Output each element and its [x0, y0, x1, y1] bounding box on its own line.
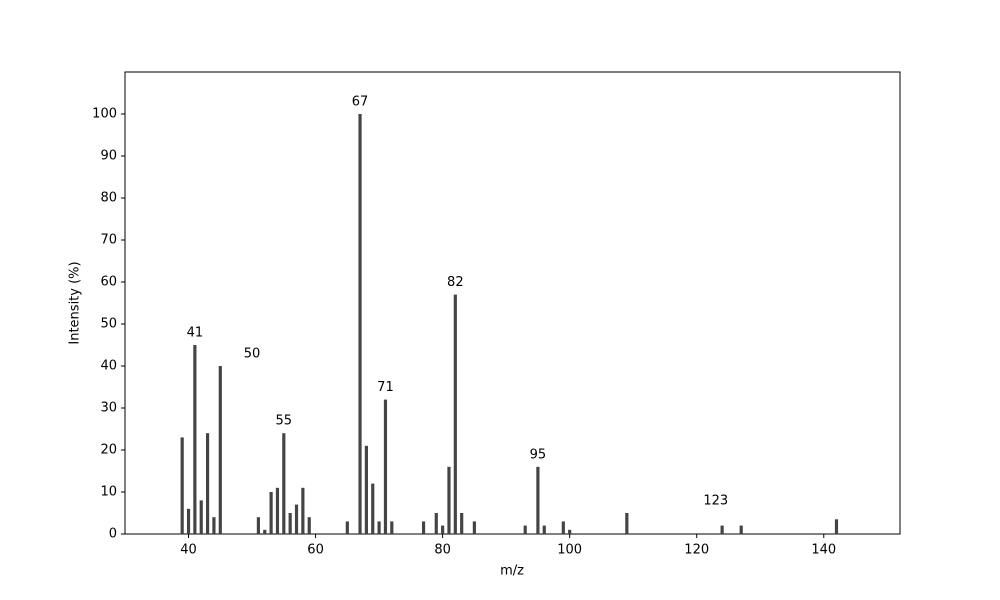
peak-bar	[199, 500, 203, 534]
peak-annotation: 67	[352, 95, 369, 110]
peak-bar	[568, 529, 572, 534]
y-tick-label: 0	[109, 527, 117, 542]
peak-bar	[377, 521, 381, 534]
peak-bar	[434, 513, 438, 534]
peak-bar	[625, 513, 629, 534]
plot-frame	[124, 71, 901, 535]
peak-bar	[739, 525, 743, 534]
peak-bar	[307, 517, 311, 534]
x-tick-label: 140	[811, 543, 836, 558]
y-tick-label: 90	[100, 149, 117, 164]
y-tick-label: 20	[100, 443, 117, 458]
peak-bar	[536, 466, 540, 534]
peak-bar	[288, 513, 292, 534]
peak-bar	[269, 492, 273, 534]
peak-bar	[453, 294, 457, 534]
peak-annotation: 50	[244, 347, 261, 362]
peak-bar	[294, 504, 299, 534]
peak-bar	[205, 433, 210, 534]
peak-bar	[193, 345, 197, 534]
peak-bar	[256, 517, 260, 534]
peak-annotation: 41	[187, 326, 204, 341]
peak-bar	[447, 466, 451, 534]
y-tick-label: 80	[100, 191, 117, 206]
x-axis-label: m/z	[500, 564, 524, 579]
y-tick-label: 100	[92, 107, 117, 122]
x-tick-label: 60	[307, 543, 324, 558]
peak-bar	[421, 521, 426, 534]
peak-bar	[345, 521, 349, 534]
peak-bar	[275, 487, 280, 534]
peak-bar	[383, 399, 388, 534]
y-axis-label: Intensity (%)	[68, 261, 83, 344]
peak-bar	[472, 521, 476, 534]
y-tick-label: 40	[100, 359, 117, 374]
peak-annotation: 55	[276, 414, 293, 429]
peak-annotation: 95	[530, 447, 547, 462]
peak-bar	[441, 525, 445, 534]
peak-bar	[561, 521, 565, 534]
peak-bar	[180, 437, 184, 534]
peak-bar	[364, 445, 368, 534]
peak-annotation: 71	[377, 380, 394, 395]
peak-bar	[358, 114, 362, 534]
peak-bar	[390, 521, 394, 534]
peak-bar	[212, 517, 216, 534]
peak-bar	[301, 487, 305, 534]
y-tick-label: 10	[100, 485, 117, 500]
x-tick-label: 100	[557, 543, 582, 558]
x-tick-label: 120	[684, 543, 709, 558]
y-tick-label: 30	[100, 401, 117, 416]
peak-bar	[263, 529, 267, 534]
peak-bar	[186, 508, 191, 534]
y-tick-label: 50	[100, 317, 117, 332]
peak-bar	[720, 525, 724, 534]
peak-bar	[834, 519, 839, 534]
peak-bar	[218, 366, 222, 534]
x-tick-label: 80	[434, 543, 451, 558]
peak-bar	[542, 525, 546, 534]
peak-annotation: 123	[703, 494, 728, 509]
peak-bar	[371, 483, 375, 534]
peak-bar	[282, 433, 286, 534]
peak-annotation: 82	[447, 275, 464, 290]
peak-bar	[523, 525, 527, 534]
y-tick-label: 70	[100, 233, 117, 248]
x-tick-label: 40	[180, 543, 197, 558]
peak-bar	[460, 513, 464, 534]
y-tick-label: 60	[100, 275, 117, 290]
